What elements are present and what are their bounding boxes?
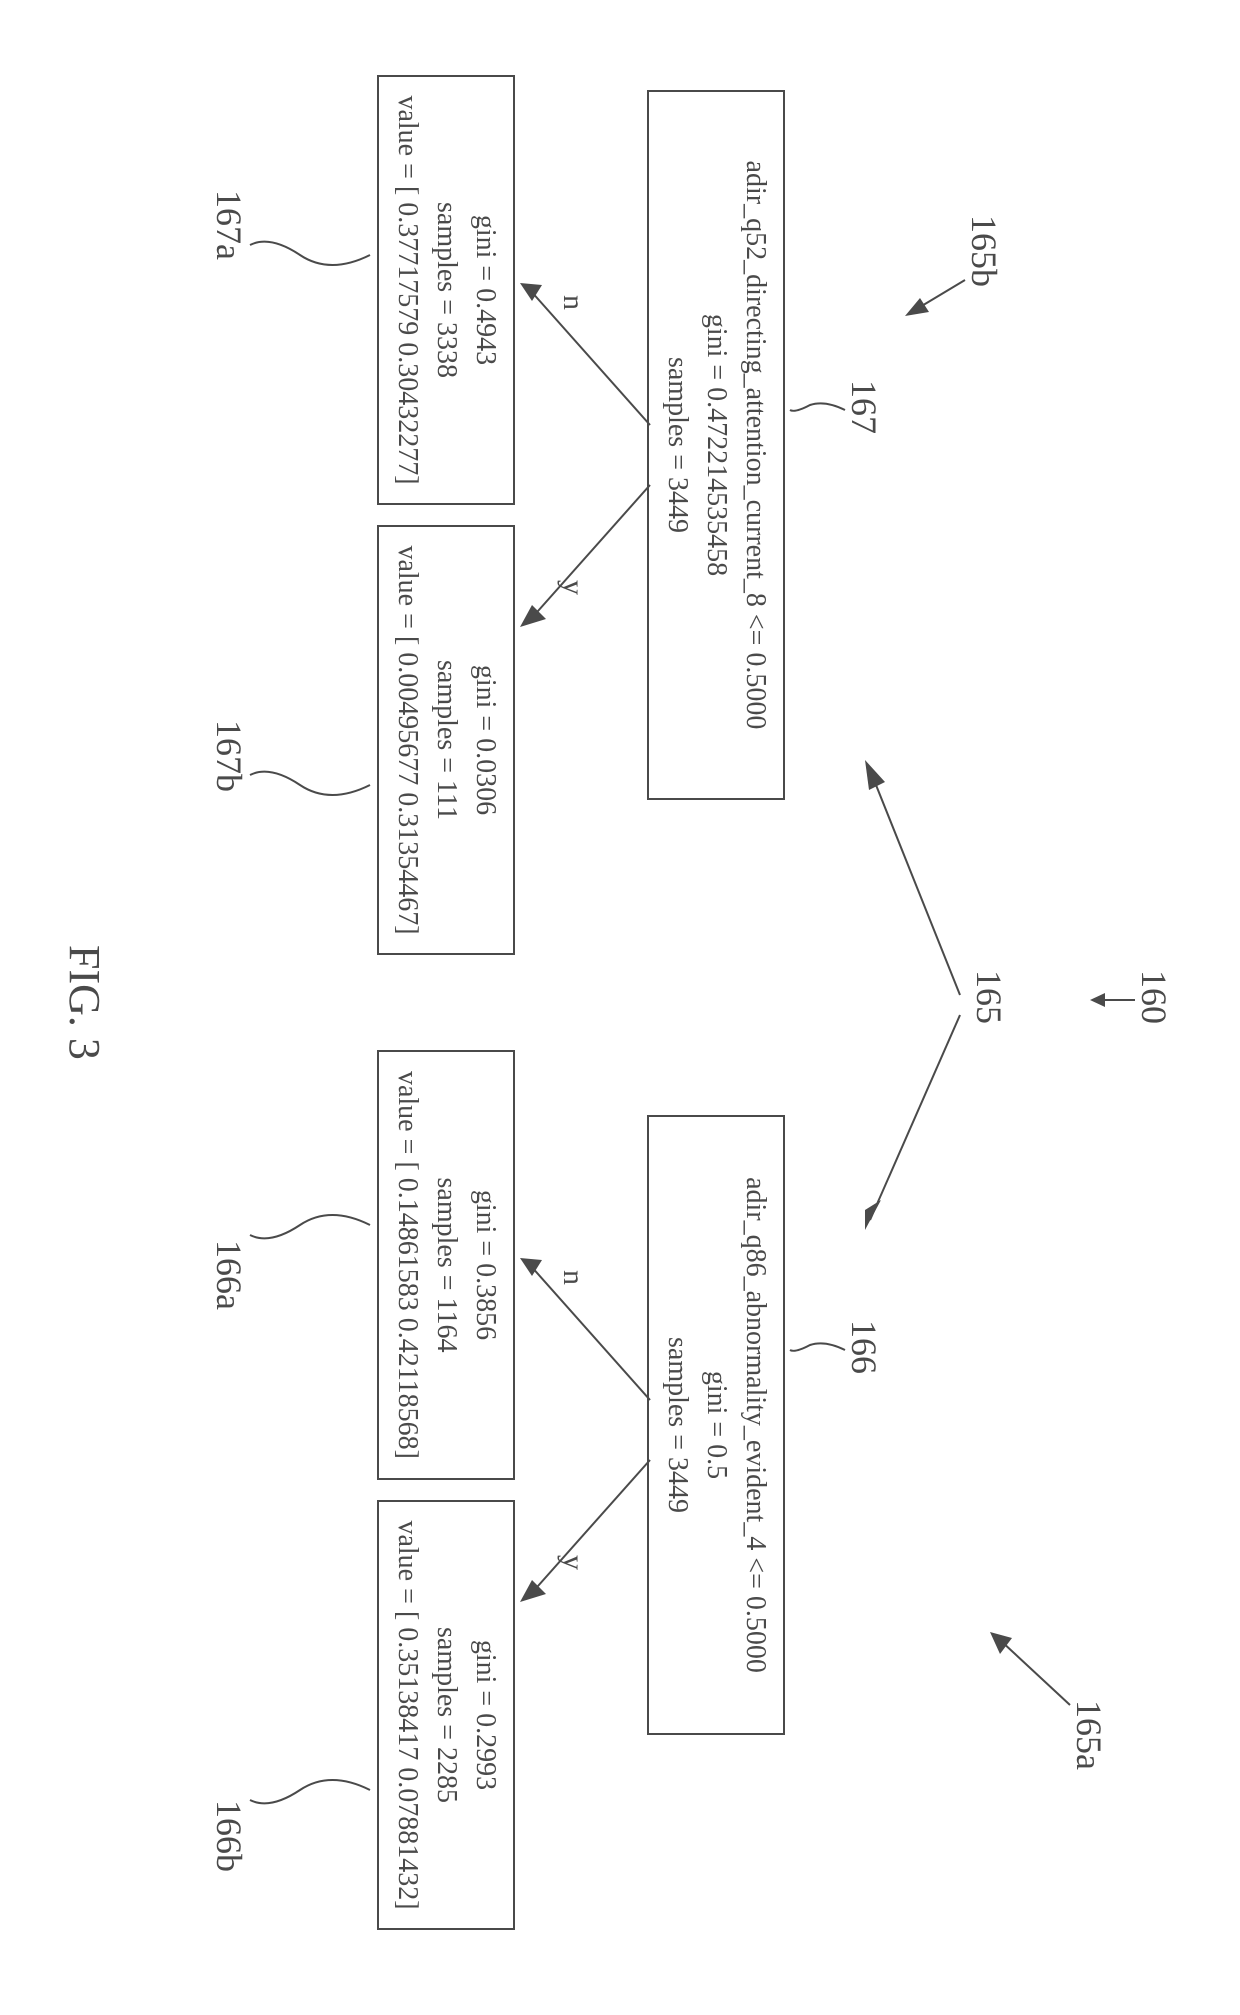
edge-n-left: n <box>556 295 590 310</box>
node-right-root: adir_q86_abnormality_evident_4 <= 0.5000… <box>647 1115 785 1735</box>
node-text: gini = 0.472214535458 <box>697 110 736 780</box>
node-left-leaf-y: gini = 0.0306 samples = 111 value = [ 0.… <box>377 525 515 955</box>
lead-167b <box>245 755 370 815</box>
edge-n-right: n <box>556 1270 590 1285</box>
node-text: samples = 3338 <box>427 95 466 485</box>
node-text: value = [ 0.14861583 0.42118568] <box>387 1070 426 1460</box>
node-right-leaf-n: gini = 0.3856 samples = 1164 value = [ 0… <box>377 1050 515 1480</box>
lead-166b <box>245 1760 370 1820</box>
left-split-arrows <box>510 255 650 655</box>
edge-y-left: y <box>556 580 590 595</box>
node-left-root: adir_q52_directing_attention_current_8 <… <box>647 90 785 800</box>
arrow-160 <box>1085 985 1135 1015</box>
arrow-165b <box>895 270 965 330</box>
node-text: samples = 2285 <box>427 1520 466 1910</box>
node-left-leaf-n: gini = 0.4943 samples = 3338 value = [ 0… <box>377 75 515 505</box>
node-text: value = [ 0.35138417 0.07881432] <box>387 1520 426 1910</box>
label-160: 160 <box>1133 970 1175 1024</box>
right-split-arrows <box>510 1230 650 1630</box>
node-text: samples = 1164 <box>427 1070 466 1460</box>
label-166b: 166b <box>208 1800 250 1872</box>
label-167a: 167a <box>208 190 250 260</box>
node-text: gini = 0.0306 <box>466 545 505 935</box>
node-right-leaf-y: gini = 0.2993 samples = 2285 value = [ 0… <box>377 1500 515 1930</box>
label-166a: 166a <box>208 1240 250 1310</box>
node-text: samples = 3449 <box>657 1135 696 1715</box>
arrow-165a <box>980 1610 1070 1710</box>
node-text: gini = 0.2993 <box>466 1520 505 1910</box>
node-text: samples = 3449 <box>657 110 696 780</box>
node-text: samples = 111 <box>427 545 466 935</box>
node-text: adir_q86_abnormality_evident_4 <= 0.5000 <box>736 1135 775 1715</box>
lead-167a <box>245 225 370 285</box>
lead-166a <box>245 1195 370 1255</box>
lead-166 <box>780 1335 845 1375</box>
node-text: gini = 0.5 <box>697 1135 736 1715</box>
node-text: value = [ 0.37717579 0.30432277] <box>387 95 426 485</box>
node-text: gini = 0.3856 <box>466 1070 505 1460</box>
label-165a: 165a <box>1068 1700 1110 1770</box>
label-165b: 165b <box>963 215 1005 287</box>
root-split-arrows <box>855 720 985 1270</box>
edge-y-right: y <box>556 1555 590 1570</box>
node-text: adir_q52_directing_attention_current_8 <… <box>736 110 775 780</box>
diagram-container: 160 165 165b 165a 167 adir_q52_directing… <box>0 0 1240 2015</box>
node-text: gini = 0.4943 <box>466 95 505 485</box>
label-167b: 167b <box>208 720 250 792</box>
label-167: 167 <box>843 380 885 434</box>
figure-label: FIG. 3 <box>59 945 110 1060</box>
lead-167 <box>780 395 845 435</box>
node-text: value = [ 0.00495677 0.31354467] <box>387 545 426 935</box>
label-166: 166 <box>843 1320 885 1374</box>
